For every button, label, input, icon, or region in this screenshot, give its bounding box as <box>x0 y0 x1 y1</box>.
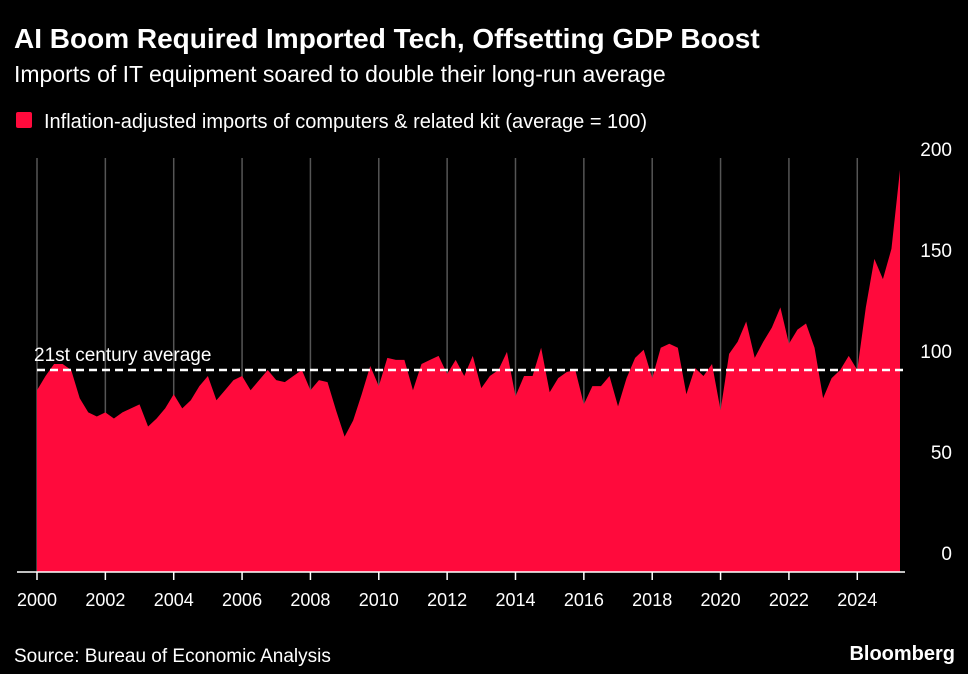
x-tick-label: 2020 <box>701 590 741 610</box>
x-tick-label: 2014 <box>495 590 535 610</box>
x-tick-label: 2024 <box>837 590 877 610</box>
x-tick-label: 2012 <box>427 590 467 610</box>
legend-swatch <box>16 112 32 128</box>
y-tick-label: 200 <box>920 140 952 161</box>
source: Source: Bureau of Economic Analysis <box>14 646 331 667</box>
x-tick-label: 2022 <box>769 590 809 610</box>
brand: Bloomberg <box>849 643 955 665</box>
average-label: 21st century average <box>34 345 211 366</box>
x-tick-label: 2000 <box>17 590 57 610</box>
x-tick-label: 2004 <box>154 590 194 610</box>
x-tick-label: 2002 <box>85 590 125 610</box>
y-tick-label: 0 <box>941 544 952 565</box>
chart-title: AI Boom Required Imported Tech, Offsetti… <box>14 23 760 54</box>
legend-label: Inflation-adjusted imports of computers … <box>44 111 647 133</box>
x-tick-label: 2008 <box>290 590 330 610</box>
y-tick-label: 100 <box>920 342 952 363</box>
x-tick-label: 2006 <box>222 590 262 610</box>
x-tick-label: 2010 <box>359 590 399 610</box>
y-tick-label: 50 <box>931 443 952 464</box>
x-tick-label: 2016 <box>564 590 604 610</box>
y-tick-label: 150 <box>920 241 952 262</box>
x-tick-label: 2018 <box>632 590 672 610</box>
chart-subtitle: Imports of IT equipment soared to double… <box>14 61 666 87</box>
